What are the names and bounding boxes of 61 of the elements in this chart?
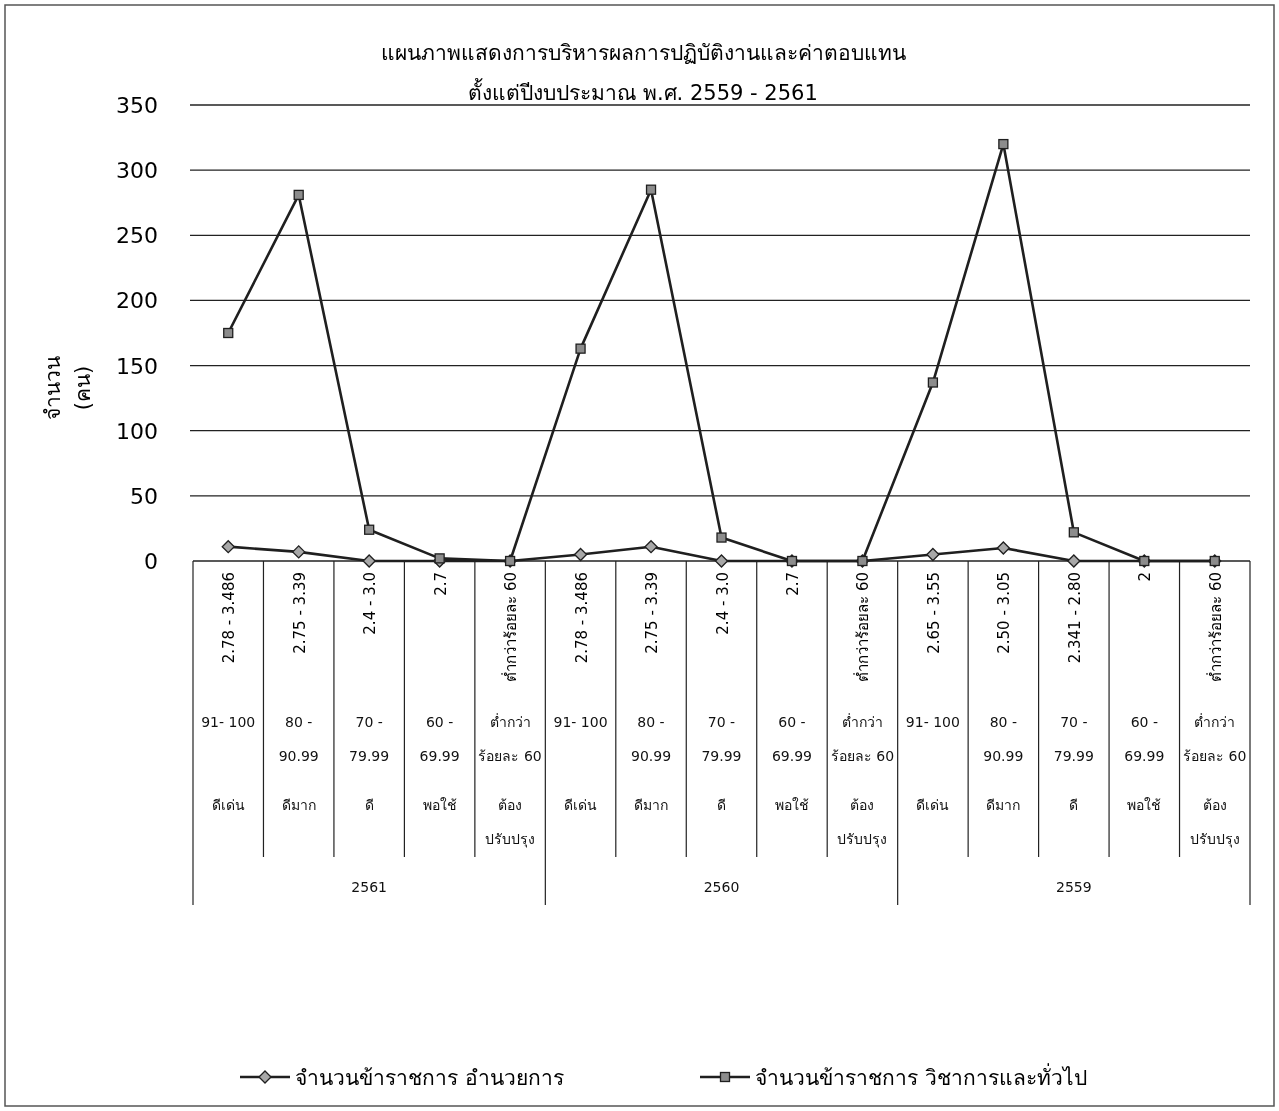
y-tick-label: 0 [144, 549, 158, 574]
x-tick-label: 2.7 [783, 572, 802, 596]
x-tick-label: 2.341 - 2.80 [1065, 572, 1084, 664]
text: ดี [363, 796, 375, 815]
y-tick-label: 150 [116, 353, 158, 379]
y-tick-label: 200 [116, 288, 158, 314]
y-tick-label: 50 [130, 483, 158, 509]
text: ดี [716, 796, 727, 815]
text: ดี [1068, 796, 1080, 815]
x-tick-label: 2.78 - 3.486 [572, 572, 591, 664]
text: 91- 100 [200, 713, 257, 732]
text: ดีเด่น [563, 796, 599, 815]
legend-label: จำนวนข้าราชการ อำนวยการ [295, 1066, 564, 1090]
x-tick-label: 2.65 - 3.55 [924, 572, 943, 654]
text: ต้อง ปรับปรุง [837, 797, 888, 847]
text: 60 - 69.99 [771, 714, 812, 764]
text: ต้อง ปรับปรุง [1189, 797, 1240, 847]
x-tick-label: ต่ำกว่าร้อยละ 60 [852, 572, 873, 682]
y-tick-label: 350 [116, 93, 158, 118]
text: พอใช้ [1126, 796, 1163, 815]
legend-label: จำนวนข้าราชการ วิชาการและทั่วไป [755, 1063, 1087, 1090]
text: ต้อง ปรับปรุง [485, 797, 536, 847]
text: 70 - 79.99 [349, 714, 390, 764]
x-tick-label: 2.7 [431, 572, 450, 596]
text: ต่ำกว่า ร้อยละ 60 [1183, 714, 1247, 764]
text: 91- 100 [904, 713, 961, 732]
text: 70 - 79.99 [1053, 714, 1094, 764]
text: 60 - 69.99 [1124, 714, 1165, 764]
text: 2560 [702, 878, 741, 897]
text: 2559 [1055, 878, 1093, 897]
text: 80 - 90.99 [630, 714, 672, 764]
y-axis-title: จำนวน (คน) [41, 356, 95, 420]
x-tick-label: 2.4 - 3.0 [361, 572, 380, 635]
x-tick-label: ต่ำกว่าร้อยละ 60 [1204, 572, 1225, 682]
text: ต่ำกว่า ร้อยละ 60 [830, 714, 895, 764]
text: ดีมาก [280, 796, 317, 815]
chart-title: แผนภาพแสดงการบริหารผลการปฏิบัติงานและค่าตอบแทน [380, 41, 906, 65]
text: 60 - 69.99 [419, 714, 460, 764]
x-tick-label: 2 [1136, 572, 1155, 582]
text: 2561 [350, 878, 388, 897]
y-tick-label: 100 [116, 418, 158, 444]
text: พอใช้ [421, 796, 458, 815]
x-tick-label: 2.75 - 3.39 [643, 572, 662, 654]
x-tick-label: 2.4 - 3.0 [713, 572, 732, 635]
text: ดีมาก [633, 796, 669, 815]
text: ดีเด่น [915, 796, 951, 815]
text: ดีเด่น [210, 796, 246, 815]
text: 80 - 90.99 [278, 714, 319, 764]
x-tick-label: 2.50 - 3.05 [995, 572, 1014, 654]
text: ต่ำกว่า ร้อยละ 60 [478, 714, 542, 764]
y-tick-label: 250 [116, 223, 158, 249]
x-tick-label: 2.75 - 3.39 [290, 572, 309, 654]
text: พอใช้ [773, 796, 810, 815]
y-tick-label: 300 [116, 158, 158, 184]
chart-subtitle: ตั้งแต่ปีงบประมาณ พ.ศ. 2559 - 2561 [468, 78, 818, 105]
x-tick-label: ต่ำกว่าร้อยละ 60 [500, 572, 521, 682]
x-tick-label: 2.78 - 3.486 [220, 572, 239, 664]
text: 70 - 79.99 [701, 714, 742, 764]
text: ดีมาก [985, 796, 1022, 815]
text: 91- 100 [552, 713, 609, 732]
text: 80 - 90.99 [983, 714, 1024, 764]
